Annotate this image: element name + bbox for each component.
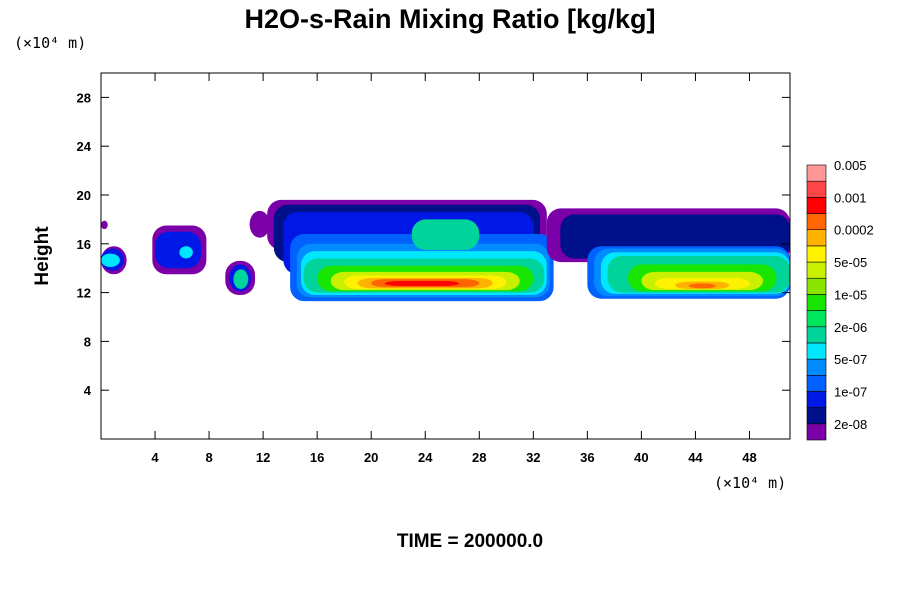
colorbar-legend: 2e-08 1e-07 5e-07 2e-06 1e-05 5e-05 0.0002 0.00… bbox=[806, 158, 874, 441]
chart-title: H2O-s-Rain Mixing Ratio [kg/kg] bbox=[244, 4, 656, 34]
contour-region bbox=[179, 246, 193, 259]
x-tick-label: 28 bbox=[472, 450, 486, 465]
x-tick-label: 48 bbox=[742, 450, 756, 465]
y-unit-label: (×10⁴ m) bbox=[14, 34, 86, 52]
colorbar-swatch bbox=[806, 374, 827, 392]
contour-region bbox=[249, 210, 270, 238]
colorbar-label: 2e-06 bbox=[834, 320, 867, 335]
x-tick-label: 4 bbox=[151, 450, 159, 465]
contour-region bbox=[411, 219, 480, 250]
y-tick-label: 20 bbox=[77, 188, 91, 203]
colorbar-label: 2e-08 bbox=[834, 417, 867, 432]
colorbar-swatch bbox=[806, 326, 827, 344]
x-tick-label: 40 bbox=[634, 450, 648, 465]
colorbar-label: 1e-07 bbox=[834, 384, 867, 399]
contour-region bbox=[233, 269, 249, 289]
x-unit-label: (×10⁴ m) bbox=[714, 474, 786, 492]
contour-region bbox=[688, 283, 716, 289]
x-tick-label: 44 bbox=[688, 450, 703, 465]
x-tick-label: 8 bbox=[205, 450, 212, 465]
contour-region bbox=[155, 231, 201, 269]
colorbar-swatch bbox=[806, 245, 827, 263]
x-tick-label: 16 bbox=[310, 450, 324, 465]
colorbar-swatch bbox=[806, 310, 827, 328]
x-tick-label: 20 bbox=[364, 450, 378, 465]
colorbar-swatch bbox=[806, 391, 827, 408]
contour-region bbox=[101, 253, 120, 267]
colorbar-swatch bbox=[806, 358, 827, 376]
colorbar-label: 1e-05 bbox=[834, 287, 867, 302]
plot-frame bbox=[100, 72, 791, 440]
colorbar-swatch bbox=[806, 180, 827, 198]
time-label: TIME = 200000.0 bbox=[396, 531, 544, 552]
colorbar-swatch bbox=[806, 294, 827, 311]
colorbar-swatch bbox=[806, 229, 827, 247]
colorbar-label: 0.001 bbox=[834, 190, 867, 205]
x-tick-label: 36 bbox=[580, 450, 594, 465]
y-tick-label: 4 bbox=[84, 383, 92, 398]
y-axis-title: Height bbox=[32, 226, 53, 286]
colorbar-label: 5e-05 bbox=[834, 255, 867, 270]
colorbar-swatch bbox=[806, 342, 827, 360]
y-axis: 4 8 12 16 20 24 28 bbox=[77, 90, 790, 398]
y-tick-label: 8 bbox=[84, 334, 91, 349]
x-tick-label: 12 bbox=[256, 450, 270, 465]
colorbar-label: 0.0002 bbox=[834, 223, 874, 238]
x-axis: 4 8 12 16 20 24 28 32 36 40 44 48 bbox=[151, 73, 757, 465]
y-tick-label: 28 bbox=[77, 90, 91, 105]
colorbar-label: 5e-07 bbox=[834, 352, 867, 367]
x-tick-label: 24 bbox=[418, 450, 433, 465]
plot-area bbox=[101, 199, 790, 302]
colorbar-swatch bbox=[806, 197, 827, 214]
colorbar-swatch bbox=[806, 213, 827, 231]
y-tick-label: 24 bbox=[77, 139, 92, 154]
colorbar-swatch bbox=[806, 407, 827, 425]
colorbar-swatch bbox=[806, 261, 827, 279]
colorbar-label: 0.005 bbox=[834, 158, 867, 173]
colorbar-swatch bbox=[806, 164, 827, 182]
contour-region bbox=[384, 281, 460, 286]
colorbar-swatch bbox=[806, 277, 827, 295]
colorbar-swatch bbox=[806, 423, 827, 441]
y-tick-label: 16 bbox=[77, 237, 91, 252]
y-tick-label: 12 bbox=[77, 286, 91, 301]
contour-region bbox=[101, 220, 108, 230]
x-tick-label: 32 bbox=[526, 450, 540, 465]
